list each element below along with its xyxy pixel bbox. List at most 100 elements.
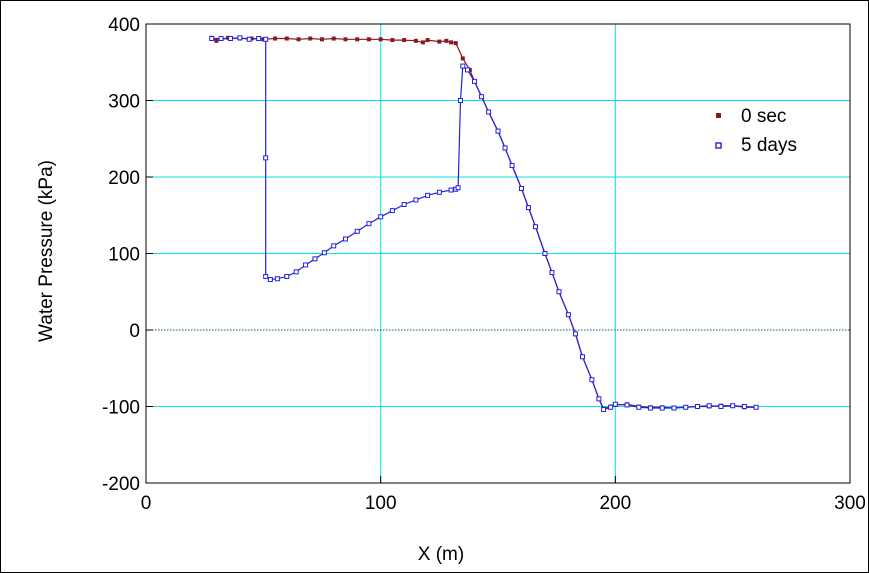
data-point [293,269,299,275]
data-point [413,38,418,43]
data-point [237,35,243,41]
series-line [211,37,757,410]
data-point [303,262,309,268]
data-point [274,276,280,282]
data-point [608,404,614,410]
data-point [589,377,595,383]
data-point [402,38,407,43]
data-point [263,155,269,161]
data-point [321,250,327,256]
y-tick-label: 200 [108,168,140,189]
data-point [671,405,677,411]
data-point [624,402,630,408]
data-point [343,37,348,42]
data-point [209,36,215,42]
data-point [401,202,407,208]
data-point [366,221,372,227]
data-point [263,36,269,42]
series-5-days [209,35,759,413]
data-point [542,251,548,256]
data-point [227,36,233,42]
data-point [284,273,290,279]
data-point [448,187,454,193]
series-line [211,37,757,411]
x-tick-label: 300 [834,493,866,514]
data-point [509,163,515,169]
data-point [331,243,337,249]
data-point [312,256,318,262]
data-point [464,67,470,73]
data-point [565,312,571,318]
x-tick-label: 0 [141,493,152,514]
data-point [420,40,425,45]
data-point [296,37,301,42]
data-point [579,354,585,360]
data-point [214,38,219,43]
data-point [601,407,607,413]
data-point [342,236,348,242]
data-point [526,205,532,211]
data-point [436,189,442,195]
data-point [449,40,454,45]
data-point [366,37,371,42]
data-point [354,228,360,234]
x-tick-label: 200 [599,493,631,514]
y-axis-title: Water Pressure (kPa) [36,160,57,342]
data-point [533,224,539,230]
legend-marker-0-sec [716,113,721,118]
axes-layer [145,23,851,484]
data-point [246,36,252,42]
data-point [472,78,478,84]
y-tick-label: 400 [108,15,140,36]
data-point [706,403,712,409]
data-point [636,404,642,410]
data-point [572,331,578,337]
data-point [273,36,278,41]
data-point [425,38,430,43]
legend-marker-5-days [715,142,722,149]
data-point [390,38,395,43]
data-point [612,401,618,407]
data-point [455,185,461,191]
data-point [549,270,555,276]
data-point [355,37,360,42]
data-point [444,38,449,43]
data-point [389,208,395,214]
y-tick-label: 0 [129,321,140,342]
data-point [263,273,269,279]
data-point [453,41,458,46]
data-point [267,277,273,283]
y-tick-label: -200 [102,474,140,495]
y-tick-label: -100 [102,398,140,419]
x-tick-label: 100 [365,493,397,514]
data-point [460,56,465,61]
data-point [378,214,384,220]
data-point [256,36,262,42]
legend-label-0-sec: 0 sec [741,106,786,127]
legend-label-5-days: 5 days [741,135,797,156]
data-point [437,39,442,44]
data-point [659,405,665,411]
data-point [308,36,313,41]
data-point [741,404,747,409]
data-point [518,185,524,191]
data-point [425,192,431,198]
data-point [331,36,336,41]
data-point [683,404,689,410]
series-0-sec [209,35,759,411]
data-point [413,197,419,203]
y-tick-label: 300 [108,92,140,113]
data-point [556,289,562,295]
data-point [284,36,289,41]
data-point [502,145,508,151]
data-point [730,403,736,409]
data-point [648,405,654,411]
data-point [457,98,463,103]
grid-layer [146,23,851,483]
data-point [495,128,501,134]
y-tick-label: 100 [108,245,140,266]
data-point [218,36,224,42]
data-point [378,37,383,42]
